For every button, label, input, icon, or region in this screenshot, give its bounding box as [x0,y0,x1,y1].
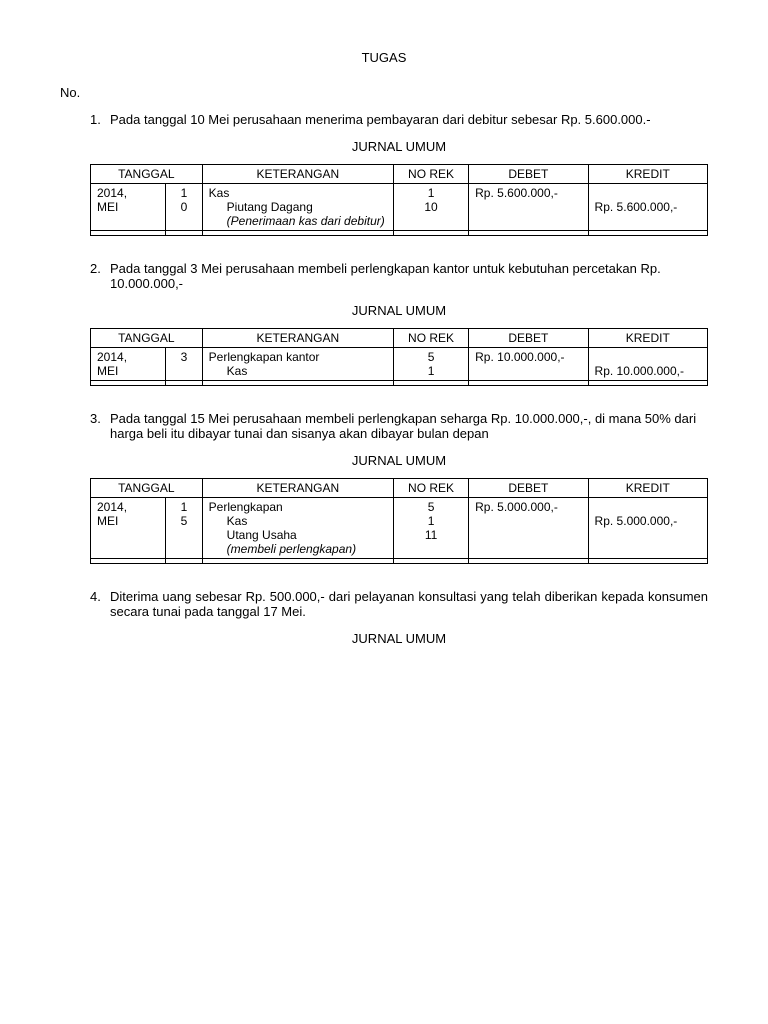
cell-keterangan: Perlengkapan kantor Kas [202,348,393,381]
cell-day: 10 [166,184,202,231]
no-label: No. [60,85,708,100]
cell-day: 3 [166,348,202,381]
th-tanggal: TANGGAL [91,479,203,498]
th-kredit: KREDIT [588,165,707,184]
journal-label: JURNAL UMUM [90,303,708,318]
cell-rek: 110 [393,184,468,231]
th-keterangan: KETERANGAN [202,165,393,184]
item-num: 4. [90,589,110,619]
th-tanggal: TANGGAL [91,165,203,184]
th-norek: NO REK [393,479,468,498]
item-text: Pada tanggal 10 Mei perusahaan menerima … [110,112,708,127]
journal-table: TANGGAL KETERANGAN NO REK DEBET KREDIT 2… [90,478,708,564]
item-text: Pada tanggal 15 Mei perusahaan membeli p… [110,411,708,441]
journal-label: JURNAL UMUM [90,139,708,154]
th-kredit: KREDIT [588,329,707,348]
cell-debet: Rp. 5.000.000,- [469,498,588,559]
cell-debet: Rp. 10.000.000,- [469,348,588,381]
page-title: TUGAS [60,50,708,65]
cell-year: 2014,MEI [91,498,166,559]
th-norek: NO REK [393,329,468,348]
item-num: 2. [90,261,110,291]
cell-year: 2014,MEI [91,348,166,381]
cell-kredit: Rp. 10.000.000,- [588,348,707,381]
item-text: Diterima uang sebesar Rp. 500.000,- dari… [110,589,708,619]
item-3: 3. Pada tanggal 15 Mei perusahaan membel… [90,411,708,564]
cell-year: 2014,MEI [91,184,166,231]
item-text: Pada tanggal 3 Mei perusahaan membeli pe… [110,261,708,291]
th-keterangan: KETERANGAN [202,329,393,348]
cell-kredit: Rp. 5.600.000,- [588,184,707,231]
item-num: 3. [90,411,110,441]
item-1: 1. Pada tanggal 10 Mei perusahaan meneri… [90,112,708,236]
cell-kredit: Rp. 5.000.000,- [588,498,707,559]
item-num: 1. [90,112,110,127]
journal-label: JURNAL UMUM [90,631,708,646]
th-tanggal: TANGGAL [91,329,203,348]
cell-rek: 51 [393,348,468,381]
item-4: 4. Diterima uang sebesar Rp. 500.000,- d… [90,589,708,646]
item-2: 2. Pada tanggal 3 Mei perusahaan membeli… [90,261,708,386]
th-debet: DEBET [469,329,588,348]
cell-rek: 5111 [393,498,468,559]
th-debet: DEBET [469,165,588,184]
th-keterangan: KETERANGAN [202,479,393,498]
cell-keterangan: Kas Piutang Dagang (Penerimaan kas dari … [202,184,393,231]
journal-table: TANGGAL KETERANGAN NO REK DEBET KREDIT 2… [90,328,708,386]
cell-keterangan: Perlengkapan Kas Utang Usaha (membeli pe… [202,498,393,559]
th-debet: DEBET [469,479,588,498]
journal-label: JURNAL UMUM [90,453,708,468]
cell-debet: Rp. 5.600.000,- [469,184,588,231]
th-norek: NO REK [393,165,468,184]
cell-day: 15 [166,498,202,559]
journal-table: TANGGAL KETERANGAN NO REK DEBET KREDIT 2… [90,164,708,236]
th-kredit: KREDIT [588,479,707,498]
